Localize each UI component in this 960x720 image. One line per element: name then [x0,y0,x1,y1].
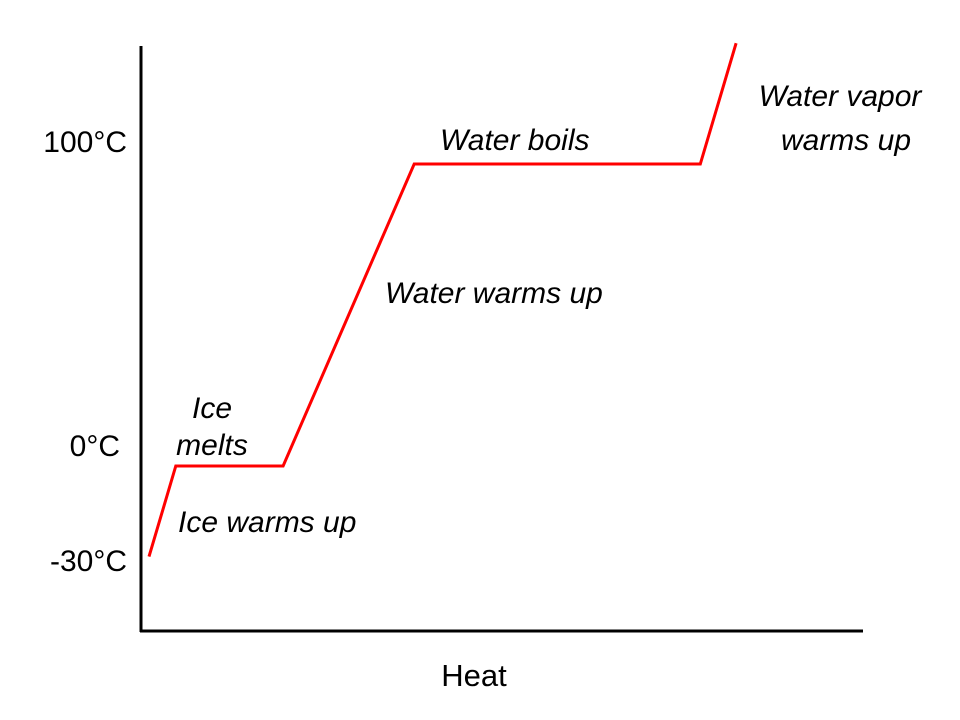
annotation-water-boils: Water boils [440,124,590,157]
y-tick-label-0: 0°C [70,430,120,463]
svg-text:Water vapor: Water vapor [759,80,923,113]
svg-text:Ice warms up: Ice warms up [178,506,356,539]
series-line-temperature [147,42,738,558]
svg-text:Water boils: Water boils [440,124,590,157]
y-tick-label-minus-30: -30°C [50,545,127,578]
x-axis-label: Heat [441,658,507,693]
svg-text:Water warms up: Water warms up [385,277,603,310]
annotation-ice-melts: Ice melts [176,392,248,462]
annotation-ice-warms-up: Ice warms up [178,506,356,539]
y-tick-label-100: 100°C [43,126,127,159]
annotation-water-vapor-warms-up: Water vapor warms up [759,80,923,157]
svg-text:Ice: Ice [192,392,232,425]
svg-text:melts: melts [176,429,248,462]
annotation-water-warms-up: Water warms up [385,277,603,310]
svg-text:warms up: warms up [781,124,911,157]
